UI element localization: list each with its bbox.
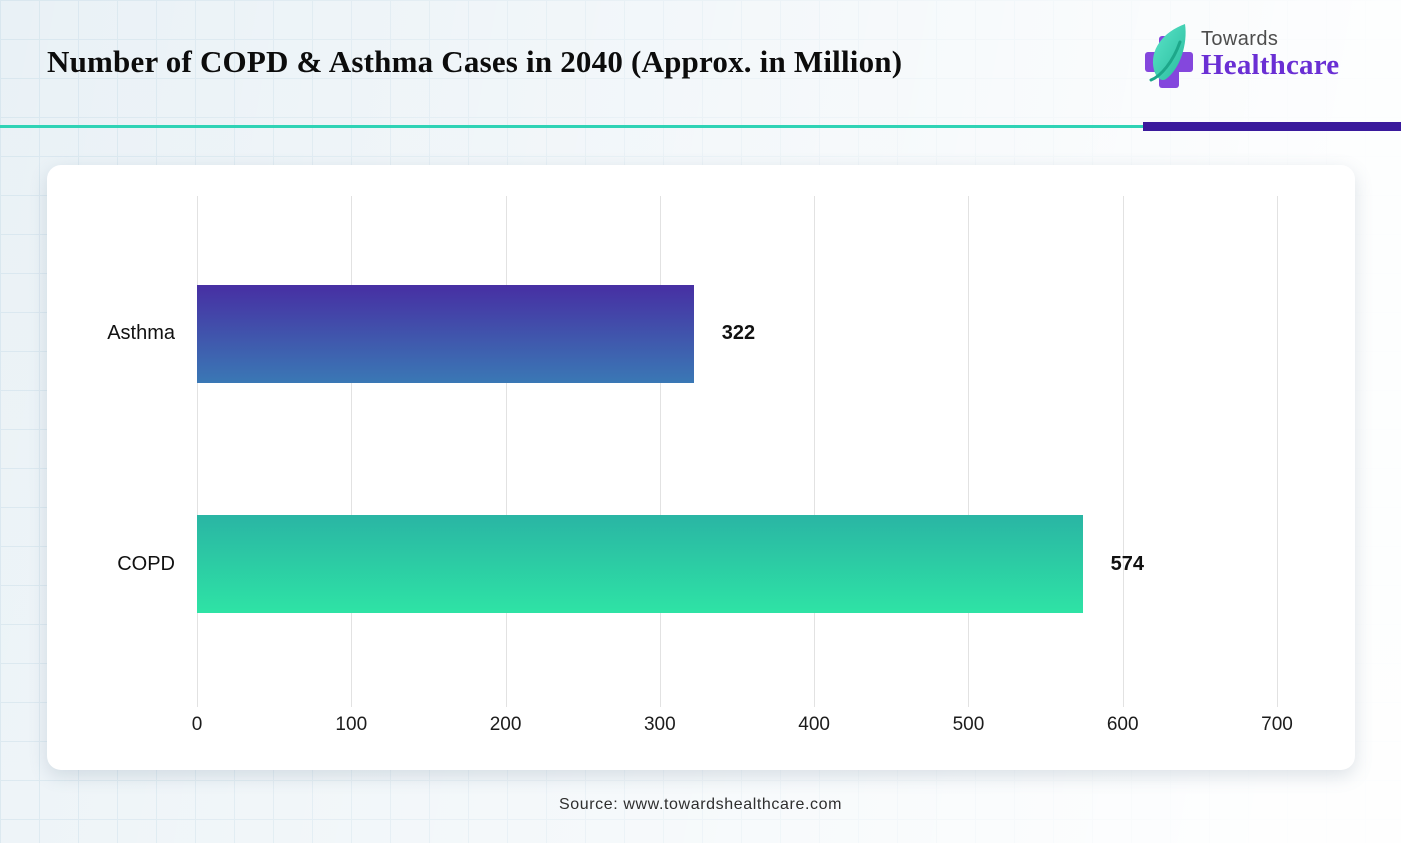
x-axis: 0 100 200 300 400 500 600 700 — [192, 714, 1293, 744]
logo-healthcare-text: Healthcare — [1201, 49, 1340, 81]
divider-purple-bar — [1143, 122, 1401, 131]
gridline-x-400 — [814, 196, 816, 707]
logo-towards-text: Towards — [1201, 28, 1279, 50]
x-tick-label-400: 400 — [798, 714, 830, 735]
chart-card: Asthma 322 COPD 574 0 100 200 300 400 500 600 700 — [47, 165, 1355, 770]
gridline-x-300 — [659, 196, 661, 707]
gridline-x-200 — [505, 196, 507, 707]
source-text: Source: www.towardshealthcare.com — [558, 796, 843, 813]
leaf-icon — [1149, 24, 1186, 82]
x-tick-label-200: 200 — [489, 714, 522, 735]
x-tick-label-0: 0 — [191, 714, 203, 735]
x-tick-label-600: 600 — [1106, 714, 1139, 735]
category-label-copd: COPD — [117, 552, 175, 575]
gridline-x-700 — [1277, 196, 1278, 707]
bar-copd — [197, 515, 1083, 614]
plot-area: Asthma 322 COPD 574 — [107, 196, 1278, 707]
bar-asthma — [197, 284, 694, 383]
gridline-x-500 — [968, 196, 970, 707]
x-tick-label-100: 100 — [335, 714, 368, 735]
x-tick-label-500: 500 — [952, 714, 985, 735]
gridline-x-0 — [197, 196, 198, 707]
gridline-x-600 — [1122, 196, 1124, 707]
bar-row-asthma: Asthma 322 — [107, 284, 1277, 383]
category-label-asthma: Asthma — [107, 322, 175, 345]
chart-title: Number of COPD & Asthma Cases in 2040 (A… — [47, 44, 903, 79]
value-label-copd: 574 — [1110, 552, 1144, 575]
divider-teal-line — [0, 125, 1143, 128]
x-tick-label-300: 300 — [643, 714, 676, 735]
bar-row-copd: COPD 574 — [117, 515, 1277, 614]
x-tick-label-700: 700 — [1261, 714, 1293, 735]
value-label-asthma: 322 — [721, 322, 756, 345]
gridline-x-100 — [351, 196, 353, 707]
brand-logo: Towards Healthcare — [1143, 24, 1358, 98]
